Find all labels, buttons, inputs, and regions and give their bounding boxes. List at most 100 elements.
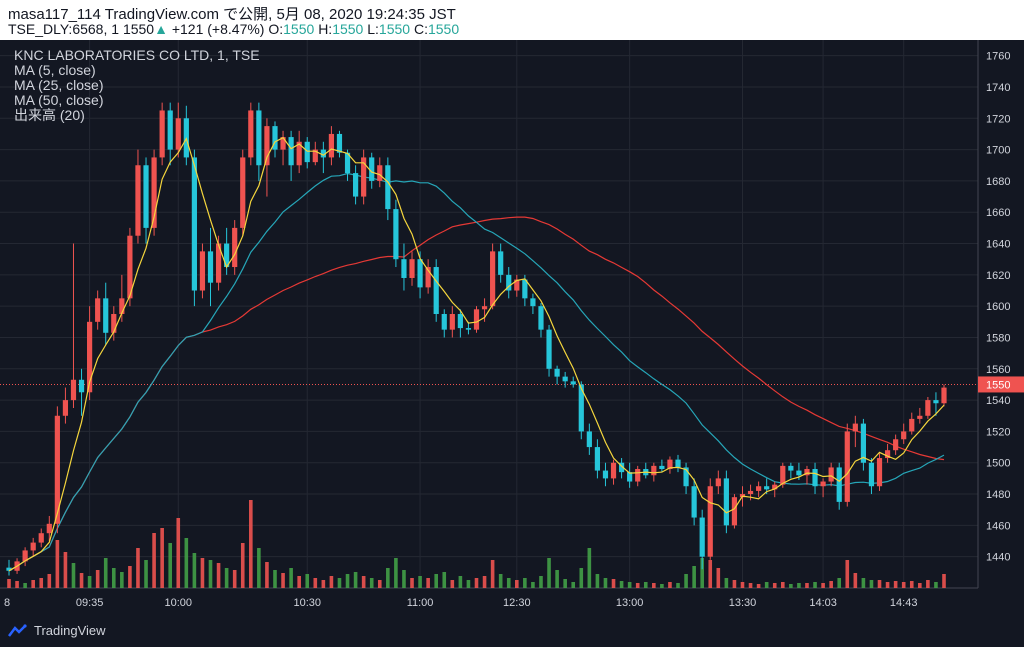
volume-bar (63, 552, 68, 588)
candle-body (675, 459, 681, 468)
candle-body (369, 157, 375, 181)
candle-body (159, 110, 165, 158)
candle-body (570, 381, 576, 385)
chart-area[interactable]: 1440 1460 1480 1500 1520 1540 1560 1580 1600 1620… (0, 40, 1024, 616)
volume-bar (458, 576, 463, 588)
volume-bar (901, 582, 906, 588)
candle-body (95, 298, 101, 322)
tradingview-brand[interactable]: TradingView (8, 623, 106, 638)
volume-bar (732, 580, 737, 588)
close-label: C: (413, 21, 428, 37)
candle-body (417, 259, 423, 288)
candle-body (836, 467, 842, 502)
volume-bar (652, 583, 656, 588)
candle-body (78, 379, 85, 393)
candle-body (844, 431, 850, 502)
legend-ma5[interactable]: MA (5, close) (14, 62, 96, 78)
volume-bar (192, 553, 197, 588)
volume-bar (361, 576, 366, 588)
time-tick-label: 13:30 (729, 597, 757, 609)
volume-bar (394, 558, 398, 588)
candle-body (328, 133, 335, 158)
candle-body (659, 465, 665, 470)
legend-ma50[interactable]: MA (50, close) (14, 92, 104, 108)
volume-bar (144, 560, 148, 588)
candle-body (425, 267, 431, 288)
candle-body (723, 478, 729, 526)
candle-body (377, 165, 383, 181)
volume-bar (200, 558, 205, 588)
current-price-badge (978, 376, 1024, 393)
volume-bar (668, 582, 672, 588)
volume-bar (877, 580, 882, 588)
volume-bar (934, 582, 938, 588)
candle-body (191, 157, 197, 291)
candle-body (280, 137, 286, 150)
volume-bar (240, 543, 245, 588)
volume-bar (466, 580, 471, 588)
candle-body (683, 467, 689, 487)
candle-body (804, 469, 810, 476)
volume-bar (377, 580, 382, 588)
time-tick-label: 10:00 (165, 597, 193, 609)
volume-bar (627, 582, 632, 588)
candle-body (860, 423, 866, 463)
legend-volume[interactable]: 出来高 (20) (14, 107, 85, 123)
price-change: +121 (+8.47%) (171, 21, 265, 37)
candle-body (207, 251, 214, 283)
volume-bar (724, 578, 729, 588)
volume-bar (329, 576, 334, 588)
candle-body (457, 314, 463, 329)
candle-body (901, 431, 907, 440)
volume-bar (257, 548, 261, 588)
time-tick-label: 10:30 (293, 597, 321, 609)
candle-body (167, 110, 173, 150)
volume-bar (216, 563, 221, 588)
volume-bar (595, 574, 600, 588)
volume-bar (450, 580, 455, 588)
low-value: 1550 (378, 21, 411, 37)
volume-bar (837, 578, 842, 588)
volume-bar (869, 580, 874, 588)
candle-body (578, 384, 584, 432)
volume-bar (700, 558, 704, 588)
volume-bar (434, 574, 438, 588)
volume-bar (111, 568, 116, 588)
volume-bar (740, 582, 745, 588)
legend-ma25[interactable]: MA (25, close) (14, 77, 104, 93)
price-tick-label: 1720 (986, 113, 1010, 125)
volume-bar (289, 568, 293, 588)
volume-bar (780, 582, 785, 588)
candle-body (175, 118, 181, 150)
volume-bar (281, 573, 285, 588)
candle-body (925, 400, 931, 416)
candle-body (909, 418, 915, 432)
volume-bar (353, 572, 358, 588)
legend-title: KNC LABORATORIES CO LTD, 1, TSE (14, 47, 260, 63)
time-tick-label: 8 (4, 597, 10, 609)
price-tick-label: 1440 (986, 552, 1010, 564)
volume-bar (103, 558, 108, 588)
candle-body (409, 259, 415, 278)
volume-bar (410, 578, 414, 588)
candle-body (627, 472, 633, 482)
price-tick-label: 1700 (986, 145, 1010, 157)
volume-bar (797, 583, 801, 588)
price-tick-label: 1740 (986, 82, 1010, 94)
candle-body (143, 165, 149, 228)
candle-body (304, 141, 310, 163)
candle-body (506, 274, 512, 291)
volume-bar (813, 582, 817, 588)
ma50-line (8, 216, 945, 572)
candle-body (756, 486, 762, 491)
price-chart[interactable]: 1440 1460 1480 1500 1520 1540 1560 1580 1600 1620… (0, 40, 1024, 616)
volume-bar (498, 574, 503, 588)
price-tick-label: 1560 (986, 364, 1010, 376)
candle-body (651, 465, 657, 476)
candle-body (393, 209, 399, 260)
volume-bar (160, 528, 164, 588)
price-tick-label: 1500 (986, 458, 1010, 470)
candle-body (433, 267, 439, 314)
candle-body (594, 447, 601, 471)
volume-bar (176, 518, 181, 588)
